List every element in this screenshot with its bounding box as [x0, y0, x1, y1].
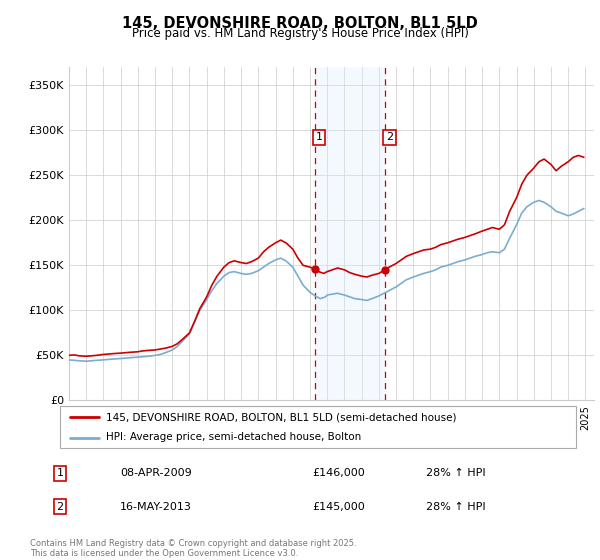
Text: £146,000: £146,000: [312, 468, 365, 478]
Text: 145, DEVONSHIRE ROAD, BOLTON, BL1 5LD: 145, DEVONSHIRE ROAD, BOLTON, BL1 5LD: [122, 16, 478, 31]
Text: Price paid vs. HM Land Registry's House Price Index (HPI): Price paid vs. HM Land Registry's House …: [131, 27, 469, 40]
Text: 2: 2: [56, 502, 64, 512]
Text: 28% ↑ HPI: 28% ↑ HPI: [426, 502, 485, 512]
Text: 1: 1: [56, 468, 64, 478]
Text: 1: 1: [316, 133, 322, 142]
Text: 2: 2: [386, 133, 393, 142]
Text: 16-MAY-2013: 16-MAY-2013: [120, 502, 192, 512]
Text: Contains HM Land Registry data © Crown copyright and database right 2025.
This d: Contains HM Land Registry data © Crown c…: [30, 539, 356, 558]
Text: 145, DEVONSHIRE ROAD, BOLTON, BL1 5LD (semi-detached house): 145, DEVONSHIRE ROAD, BOLTON, BL1 5LD (s…: [106, 412, 457, 422]
Text: HPI: Average price, semi-detached house, Bolton: HPI: Average price, semi-detached house,…: [106, 432, 362, 442]
Text: 08-APR-2009: 08-APR-2009: [120, 468, 192, 478]
Text: £145,000: £145,000: [312, 502, 365, 512]
Bar: [314, 67, 385, 400]
Text: 28% ↑ HPI: 28% ↑ HPI: [426, 468, 485, 478]
